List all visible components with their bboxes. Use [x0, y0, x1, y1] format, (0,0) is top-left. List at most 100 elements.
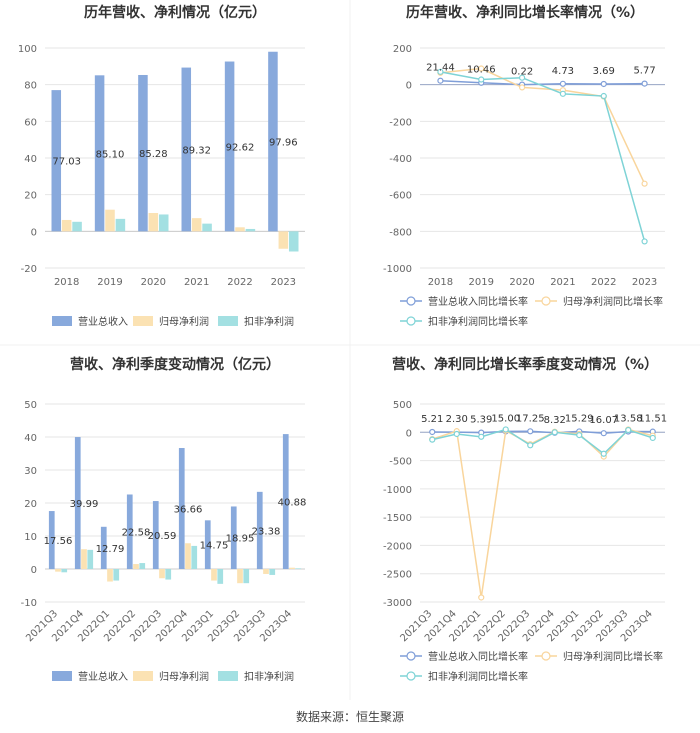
- bar-扣非净利润-2022Q1: [113, 569, 120, 581]
- legend-marker: [406, 651, 416, 661]
- point-扣非净利润同比增长率-2022Q2: [502, 426, 509, 433]
- annual-line-chart: 历年营收、净利同比增长率情况（%） -1000 -800 -600 -400 -200 0 2…: [383, 4, 665, 328]
- data-label: 3.69: [593, 66, 615, 77]
- quarter-line-chart: 营收、净利同比增长率季度变动情况（%） -3000 -2500 -2000 -1500 -…: [383, 356, 667, 683]
- data-label: 15.29: [565, 413, 594, 424]
- y-tick-label: 500: [393, 400, 412, 411]
- bar-扣非净利润-2023Q4: [295, 568, 302, 569]
- bar-营业总收入-2019: [94, 75, 105, 232]
- x-tick-label: 2021: [184, 277, 209, 288]
- data-label: 36.66: [174, 505, 203, 516]
- bar-归母净利润-2018: [61, 219, 72, 232]
- bar-营业总收入-2022Q2: [126, 494, 133, 569]
- x-tick-label: 2022: [591, 277, 616, 288]
- legend-marker: [406, 296, 416, 306]
- point-营业总收入同比增长率-2022: [600, 80, 607, 88]
- data-label: 97.96: [269, 138, 298, 149]
- y-tick-label: -1000: [383, 264, 412, 275]
- bar-营业总收入-2023Q4: [282, 434, 289, 569]
- y-tick-label: 20: [24, 499, 37, 510]
- legend-label: 归母净利润同比增长率: [563, 650, 663, 663]
- legend-label: 归母净利润: [159, 315, 209, 328]
- y-tick-label: 0: [406, 428, 412, 439]
- y-tick-label: -400: [389, 154, 412, 165]
- bar-归母净利润-2022Q1: [107, 569, 113, 582]
- data-label: 40.88: [278, 498, 307, 509]
- legend-swatch: [52, 316, 72, 326]
- point-扣非净利润同比增长率-2023Q4: [649, 434, 656, 442]
- y-tick-label: -2000: [383, 541, 412, 552]
- legend-swatch: [218, 316, 238, 326]
- data-label: 21.44: [426, 63, 455, 74]
- bar-归母净利润-2023Q3: [263, 569, 269, 574]
- bar-归母净利润-2023Q2: [237, 569, 243, 584]
- data-label: 5.39: [470, 415, 492, 426]
- bar-扣非净利润-2020: [158, 214, 169, 232]
- data-source-footer: 数据来源：恒生聚源: [295, 710, 404, 724]
- y-tick-label: -2500: [383, 570, 412, 581]
- bar-营业总收入-2021: [181, 67, 192, 232]
- data-label: 15.00: [491, 413, 520, 424]
- y-tick-label: 0: [31, 565, 37, 576]
- legend-label: 营业总收入同比增长率: [428, 295, 528, 308]
- legend-label: 营业总收入同比增长率: [428, 650, 528, 663]
- data-label: 2.30: [446, 414, 468, 425]
- line-扣非净利润同比增长率: [440, 71, 646, 242]
- point-扣非净利润同比增长率-2023Q3: [625, 426, 632, 434]
- quarter-bar-chart: 营收、净利季度变动情况（亿元）-10010203040502021Q32021Q…: [21, 356, 307, 683]
- data-label: 10.46: [467, 65, 496, 76]
- bar-归母净利润-2022Q4: [185, 543, 191, 569]
- bar-扣非净利润-2023Q1: [217, 569, 224, 584]
- x-tick-label: 2021: [550, 277, 575, 288]
- bar-营业总收入-2023: [268, 51, 278, 232]
- legend-swatch: [52, 671, 72, 681]
- x-tick-label: 2020: [509, 277, 534, 288]
- point-扣非净利润同比增长率-2021Q3: [429, 436, 436, 443]
- bar-营业总收入-2022Q1: [100, 526, 107, 569]
- x-tick-label: 2019: [469, 277, 494, 288]
- point-营业总收入同比增长率-2023: [641, 80, 648, 87]
- legend: 营业总收入 归母净利润 扣非净利润: [52, 315, 294, 328]
- data-label: 17.56: [44, 536, 73, 547]
- data-label: 13.58: [614, 414, 643, 425]
- y-tick-label: 30: [24, 466, 37, 477]
- y-tick-label: -10: [21, 598, 37, 609]
- line-营业总收入同比增长率: [432, 430, 653, 434]
- legend-label: 营业总收入: [78, 315, 128, 328]
- legend-label: 营业总收入: [78, 670, 128, 683]
- bar-归母净利润-2020: [148, 213, 159, 232]
- x-tick-label: 2023: [271, 277, 296, 288]
- legend-marker: [541, 296, 551, 306]
- y-tick-label: 200: [393, 44, 412, 55]
- point-营业总收入同比增长率-2021: [559, 80, 567, 87]
- bar-归母净利润-2023Q1: [211, 569, 217, 581]
- bar-归母净利润-2021: [191, 218, 202, 232]
- point-归母净利润同比增长率-2019: [478, 65, 485, 72]
- data-label: 5.77: [633, 66, 655, 77]
- legend-marker: [541, 651, 551, 661]
- bar-营业总收入-2023Q2: [230, 506, 237, 569]
- point-扣非净利润同比增长率-2020: [518, 74, 526, 81]
- y-tick-label: -600: [389, 191, 412, 202]
- x-tick-label: 2022: [227, 277, 252, 288]
- data-label: 23.38: [252, 526, 281, 537]
- point-营业总收入同比增长率-2018: [437, 77, 444, 84]
- bar-归母净利润-2023Q4: [289, 567, 295, 569]
- bar-扣非净利润-2022Q3: [165, 569, 172, 580]
- legend-marker: [406, 671, 416, 681]
- legend-label: 归母净利润同比增长率: [563, 295, 663, 308]
- point-归母净利润同比增长率-2023: [641, 180, 648, 187]
- line-归母净利润同比增长率: [432, 428, 653, 598]
- data-label: 85.28: [139, 149, 168, 160]
- data-label: 12.79: [96, 544, 125, 555]
- bar-归母净利润-2019: [105, 209, 115, 232]
- line-归母净利润同比增长率: [440, 67, 646, 184]
- bar-扣非净利润-2022: [245, 228, 256, 232]
- legend-label: 扣非净利润同比增长率: [428, 315, 528, 328]
- point-扣非净利润同比增长率-2018: [437, 68, 444, 75]
- point-营业总收入同比增长率-2023Q2: [600, 430, 607, 437]
- bar-扣非净利润-2021: [202, 223, 212, 232]
